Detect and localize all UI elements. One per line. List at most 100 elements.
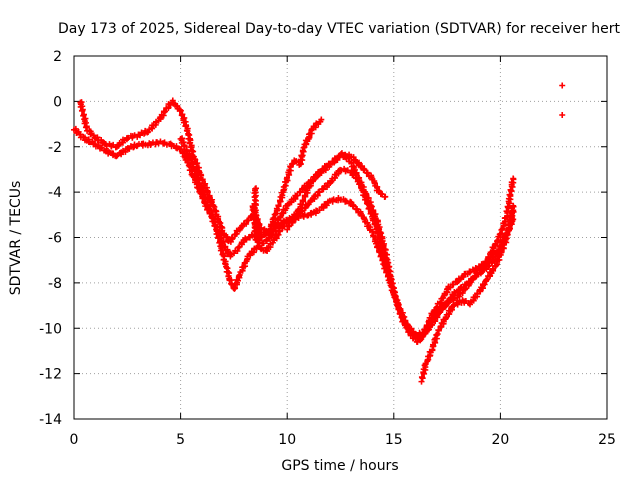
data-point: [421, 330, 428, 337]
data-point: [460, 273, 467, 280]
y-tick-label: -4: [48, 185, 62, 201]
y-axis-label: SDTVAR / TECUs: [8, 181, 24, 296]
data-point: [510, 175, 517, 182]
data-point: [429, 317, 436, 324]
data-point: [211, 218, 218, 225]
series-spike: [249, 185, 261, 246]
data-point: [191, 167, 198, 174]
series-trace-d: [252, 116, 325, 241]
series-trace-f: [418, 207, 517, 385]
data-point: [353, 206, 360, 213]
data-point: [254, 218, 261, 225]
data-point: [130, 144, 137, 151]
data-point: [350, 171, 357, 178]
data-point: [141, 130, 148, 137]
data-point: [310, 177, 317, 184]
data-series: [71, 82, 566, 385]
x-tick-label: 5: [176, 432, 185, 448]
data-point: [162, 108, 169, 115]
grid: [74, 56, 607, 419]
data-point: [400, 317, 407, 324]
data-point: [483, 276, 490, 283]
data-point: [211, 223, 218, 230]
data-point: [183, 127, 190, 134]
y-tick-label: -14: [39, 412, 62, 428]
data-point: [483, 266, 490, 273]
data-point: [286, 222, 293, 229]
data-point: [510, 207, 517, 214]
x-tick-label: 0: [70, 432, 79, 448]
data-point: [300, 144, 307, 151]
axis-ticks: 0 5 10 15 20 25 -14 -12 -10 -8 -6 -4 -2 0 2: [39, 49, 616, 448]
data-point: [229, 235, 236, 242]
x-tick-label: 10: [278, 432, 296, 448]
x-tick-label: 20: [491, 432, 509, 448]
data-point: [364, 170, 371, 177]
data-point: [79, 107, 86, 114]
data-point: [206, 193, 213, 200]
x-tick-label: 15: [385, 432, 403, 448]
data-point: [450, 281, 457, 288]
data-point: [326, 161, 333, 168]
data-point: [325, 160, 332, 167]
data-point: [490, 266, 497, 273]
data-point: [466, 269, 473, 276]
x-axis-label: GPS time / hours: [281, 458, 398, 474]
data-point: [559, 82, 566, 89]
data-point: [447, 294, 454, 301]
data-point: [504, 203, 511, 210]
x-tick-label: 25: [598, 432, 616, 448]
data-point: [353, 175, 360, 182]
data-point: [243, 220, 250, 227]
data-point: [481, 281, 488, 288]
data-point: [231, 284, 238, 291]
data-point: [435, 327, 442, 334]
data-point: [445, 298, 452, 305]
chart-title: Day 173 of 2025, Sidereal Day-to-day VTE…: [58, 21, 620, 37]
data-point: [235, 244, 242, 251]
data-point: [187, 144, 194, 151]
data-point: [294, 192, 301, 199]
data-point: [275, 202, 282, 209]
data-point: [298, 208, 305, 215]
data-point: [349, 172, 356, 179]
data-point: [504, 230, 511, 237]
y-tick-label: 0: [53, 94, 62, 110]
plot-frame: [73, 55, 608, 420]
data-point: [391, 289, 398, 296]
y-tick-label: 2: [53, 49, 62, 65]
data-point: [277, 213, 284, 220]
data-point: [181, 143, 188, 150]
data-point: [396, 306, 403, 313]
data-point: [234, 247, 241, 254]
data-point: [378, 242, 385, 249]
data-point: [222, 260, 229, 267]
data-point: [379, 246, 386, 253]
y-tick-label: -6: [48, 231, 62, 247]
data-point: [374, 230, 381, 237]
data-point: [382, 193, 389, 200]
data-point: [177, 107, 184, 114]
data-point: [316, 207, 323, 214]
data-point: [419, 333, 426, 340]
y-tick-label: -2: [48, 140, 62, 156]
y-tick-label: -8: [48, 276, 62, 292]
data-point: [87, 131, 94, 138]
data-point: [275, 231, 282, 238]
data-point: [559, 111, 566, 118]
y-tick-label: -10: [39, 321, 62, 337]
data-point: [115, 142, 122, 149]
data-point: [262, 231, 269, 238]
data-point: [318, 116, 325, 123]
data-point: [361, 166, 368, 173]
data-point: [361, 215, 368, 222]
data-point: [328, 178, 335, 185]
data-point: [418, 374, 425, 381]
data-point: [350, 202, 357, 209]
data-point: [366, 206, 373, 213]
data-point: [483, 258, 490, 265]
series-outliers: [559, 82, 566, 118]
data-point: [507, 217, 514, 224]
data-point: [284, 226, 291, 233]
